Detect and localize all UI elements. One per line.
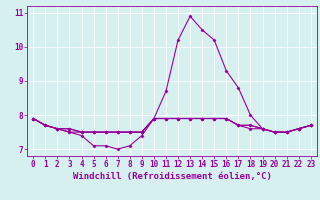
X-axis label: Windchill (Refroidissement éolien,°C): Windchill (Refroidissement éolien,°C) [73, 172, 271, 181]
